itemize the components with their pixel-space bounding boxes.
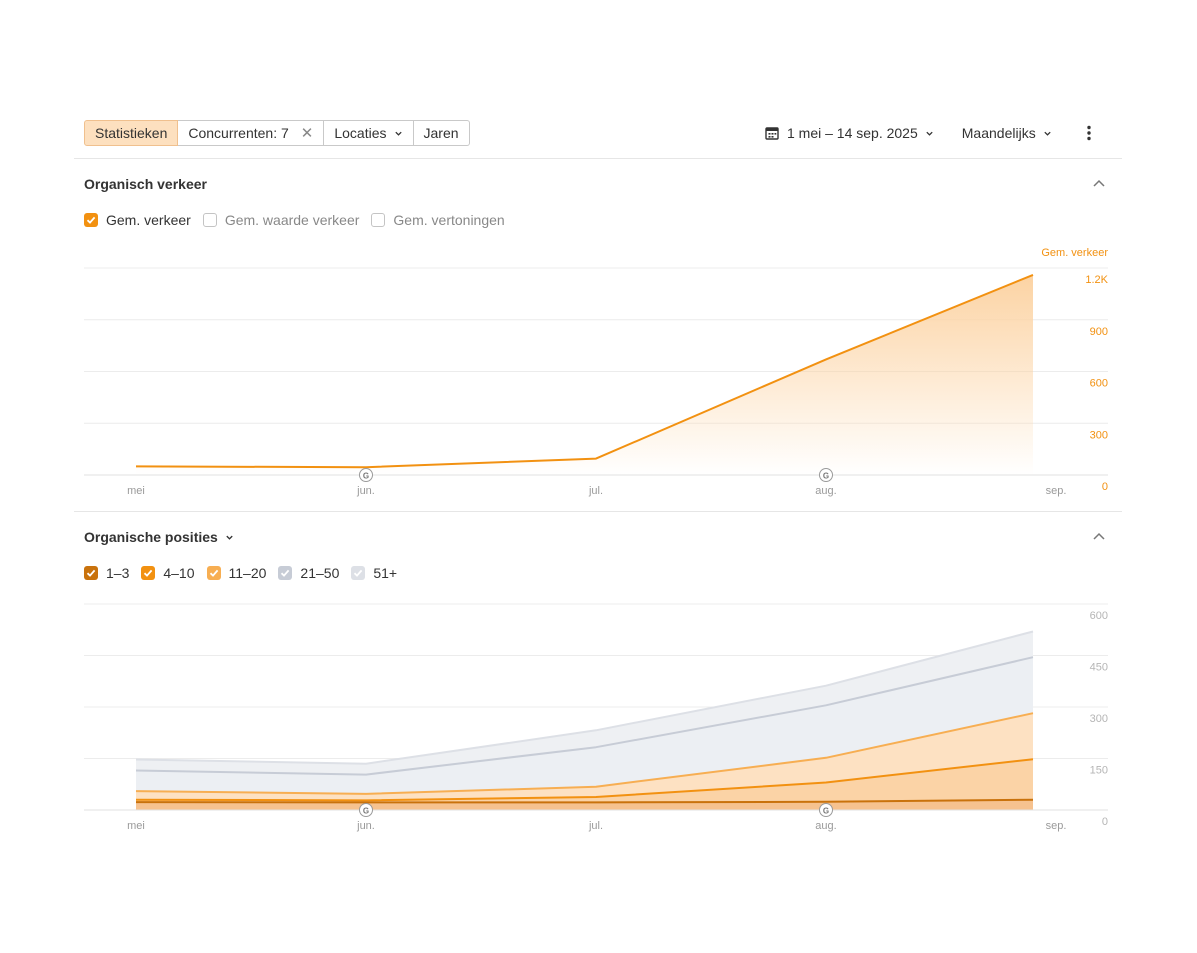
google-update-marker[interactable]: G [819, 468, 833, 482]
series-area-3 [136, 759, 1033, 810]
y-tick-label: 150 [1090, 765, 1108, 777]
tab-concurrenten[interactable]: Concurrenten: 7 ✕ [178, 120, 325, 146]
granularity-label: Maandelijks [961, 125, 1036, 141]
legend-label: Gem. waarde verkeer [224, 212, 360, 228]
x-tick-label: aug. [815, 485, 836, 497]
legend-range-2[interactable]: 11–20 [206, 565, 267, 581]
x-tick-label: jul. [588, 820, 603, 832]
granularity-select[interactable]: Maandelijks [962, 125, 1052, 141]
x-tick-label: mei [127, 820, 145, 832]
google-update-label: G [363, 806, 369, 815]
legend-range-0[interactable]: 1–3 [84, 565, 129, 581]
y-tick-label: 300 [1090, 429, 1108, 441]
section-title-positions[interactable]: Organische posities [84, 529, 234, 545]
checkbox-checked[interactable] [278, 566, 293, 580]
y-tick-label: 1.2K [1085, 274, 1108, 286]
chevron-down-icon [226, 535, 233, 540]
x-tick-label: mei [127, 485, 145, 497]
checkbox-unchecked[interactable] [202, 213, 217, 227]
legend-label: 11–20 [228, 565, 267, 581]
right-toolbar: 1 mei – 14 sep. 2025 Maandelijks [765, 120, 1052, 146]
google-update-marker[interactable]: G [819, 803, 833, 817]
legend-label: 21–50 [300, 565, 340, 581]
legend-range-1[interactable]: 4–10 [141, 565, 195, 581]
y-tick-label: 600 [1090, 378, 1108, 390]
checkbox-checked[interactable] [351, 566, 366, 580]
positions-legend: 1–3 4–10 11–20 21–50 51+ [84, 565, 409, 581]
legend-gem-vertoningen[interactable]: Gem. vertoningen [371, 212, 505, 228]
tab-label: Concurrenten: 7 [188, 125, 289, 141]
x-tick-label: jun. [356, 485, 375, 497]
legend-label: Gem. verkeer [106, 212, 191, 228]
google-update-label: G [823, 806, 829, 815]
tab-label: Locaties [334, 125, 387, 141]
google-update-marker[interactable]: G [359, 468, 373, 482]
x-tick-label: sep. [1046, 820, 1067, 832]
checkbox-checked[interactable] [206, 566, 221, 580]
collapse-icon[interactable] [1092, 179, 1106, 188]
checkbox-checked[interactable] [141, 566, 156, 580]
more-options-icon[interactable] [1086, 125, 1092, 141]
positions-chart: 0 150 300 450 600 mei jun. jul. aug. sep. G G [84, 603, 1108, 832]
close-icon[interactable]: ✕ [300, 125, 314, 142]
date-range-picker[interactable]: 1 mei – 14 sep. 2025 [765, 125, 934, 141]
google-update-marker[interactable]: G [359, 803, 373, 817]
checkbox-checked[interactable] [84, 566, 98, 580]
series-area-0 [136, 274, 1033, 475]
legend-gem-waarde-verkeer[interactable]: Gem. waarde verkeer [202, 212, 360, 228]
chevron-down-icon [1044, 131, 1051, 136]
y-tick-label: 300 [1090, 713, 1108, 725]
checkbox-checked[interactable] [84, 213, 98, 227]
section-title-traffic: Organisch verkeer [84, 176, 207, 192]
checkbox-unchecked[interactable] [371, 213, 386, 227]
series-line-3[interactable] [135, 758, 1034, 802]
legend-label: 51+ [373, 565, 398, 581]
filter-toolbar: Statistieken Concurrenten: 7 ✕ Locaties … [84, 120, 470, 146]
series-line-1[interactable] [135, 656, 1034, 776]
y-tick-label: 0 [1102, 816, 1108, 828]
calendar-icon [765, 127, 779, 140]
date-range-label: 1 mei – 14 sep. 2025 [787, 125, 918, 141]
traffic-legend: Gem. verkeer Gem. waarde verkeer Gem. ve… [84, 212, 517, 228]
tab-jaren[interactable]: Jaren [413, 120, 470, 146]
tab-locaties[interactable]: Locaties [324, 120, 414, 146]
series-line-4[interactable] [135, 798, 1034, 804]
x-tick-label: jul. [588, 485, 603, 497]
x-tick-label: jun. [356, 820, 375, 832]
tab-label: Jaren [423, 125, 459, 141]
divider [74, 511, 1122, 512]
collapse-icon[interactable] [1092, 532, 1106, 541]
google-update-label: G [823, 471, 829, 480]
y-tick-label: 0 [1102, 481, 1108, 493]
series-line-0[interactable] [135, 630, 1034, 765]
y-tick-label: 450 [1090, 662, 1108, 674]
series-line-2[interactable] [135, 712, 1034, 795]
series-line-0[interactable] [135, 273, 1034, 469]
x-tick-label: aug. [815, 820, 836, 832]
divider [74, 158, 1122, 159]
legend-label: Gem. vertoningen [393, 212, 505, 228]
tab-label: Statistieken [95, 125, 168, 141]
y-axis-label: Gem. verkeer [1041, 247, 1108, 259]
google-update-label: G [363, 471, 369, 480]
legend-gem-verkeer[interactable]: Gem. verkeer [84, 212, 191, 228]
chevron-down-icon [394, 131, 402, 136]
y-tick-label: 600 [1090, 610, 1108, 622]
section-title-label: Organische posities [84, 529, 218, 545]
chevron-down-icon [926, 131, 933, 136]
legend-label: 4–10 [163, 565, 195, 581]
legend-range-4[interactable]: 51+ [351, 565, 397, 581]
x-tick-label: sep. [1046, 485, 1067, 497]
legend-range-3[interactable]: 21–50 [278, 565, 339, 581]
legend-label: 1–3 [106, 565, 130, 581]
y-tick-label: 900 [1090, 326, 1108, 338]
tab-statistieken[interactable]: Statistieken [84, 120, 179, 146]
traffic-chart: 0 300 600 900 1.2K Gem. verkeer mei jun. jul. aug… [84, 247, 1109, 497]
